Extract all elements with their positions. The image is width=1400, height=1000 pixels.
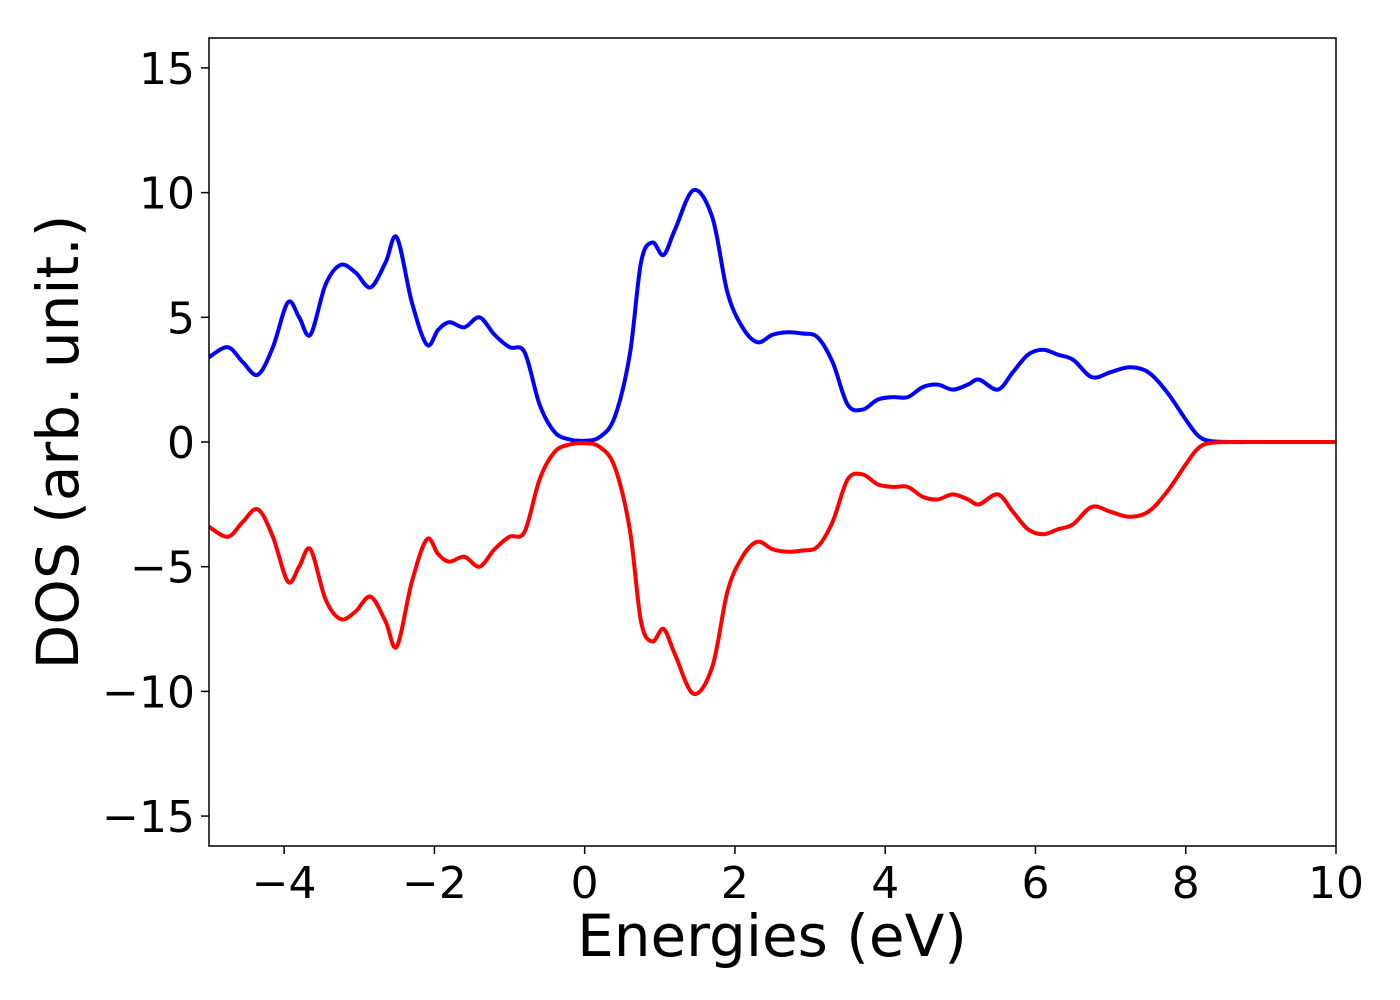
plot-frame bbox=[208, 37, 1337, 847]
y-tick-label: 15 bbox=[139, 44, 195, 95]
x-tick-label: 10 bbox=[1308, 858, 1364, 909]
x-axis-ticks: −4 −2 0 2 4 6 8 10 bbox=[252, 846, 1364, 909]
x-tick-label: −4 bbox=[252, 858, 317, 909]
x-tick-label: 8 bbox=[1172, 858, 1200, 909]
y-tick-label: −5 bbox=[130, 543, 195, 594]
series-line-2 bbox=[209, 439, 1336, 696]
x-tick-label: 0 bbox=[571, 858, 599, 909]
x-tick-label: 6 bbox=[1021, 858, 1049, 909]
x-tick-label: −2 bbox=[402, 858, 467, 909]
y-tick-label: 0 bbox=[167, 418, 195, 469]
y-tick-label: 10 bbox=[139, 169, 195, 220]
x-tick-label: 2 bbox=[721, 858, 749, 909]
series-layer bbox=[209, 188, 1336, 696]
series-line-1 bbox=[209, 188, 1336, 445]
y-tick-label: −15 bbox=[102, 792, 195, 843]
y-tick-label: 5 bbox=[167, 293, 195, 344]
y-tick-label: −10 bbox=[102, 667, 195, 718]
x-tick-label: 4 bbox=[871, 858, 899, 909]
y-axis-ticks: 15 10 5 0 −5 −10 −15 bbox=[102, 44, 209, 843]
x-axis-label: Energies (eV) bbox=[577, 902, 967, 970]
y-axis-label: DOS (arb. unit.) bbox=[24, 215, 92, 670]
